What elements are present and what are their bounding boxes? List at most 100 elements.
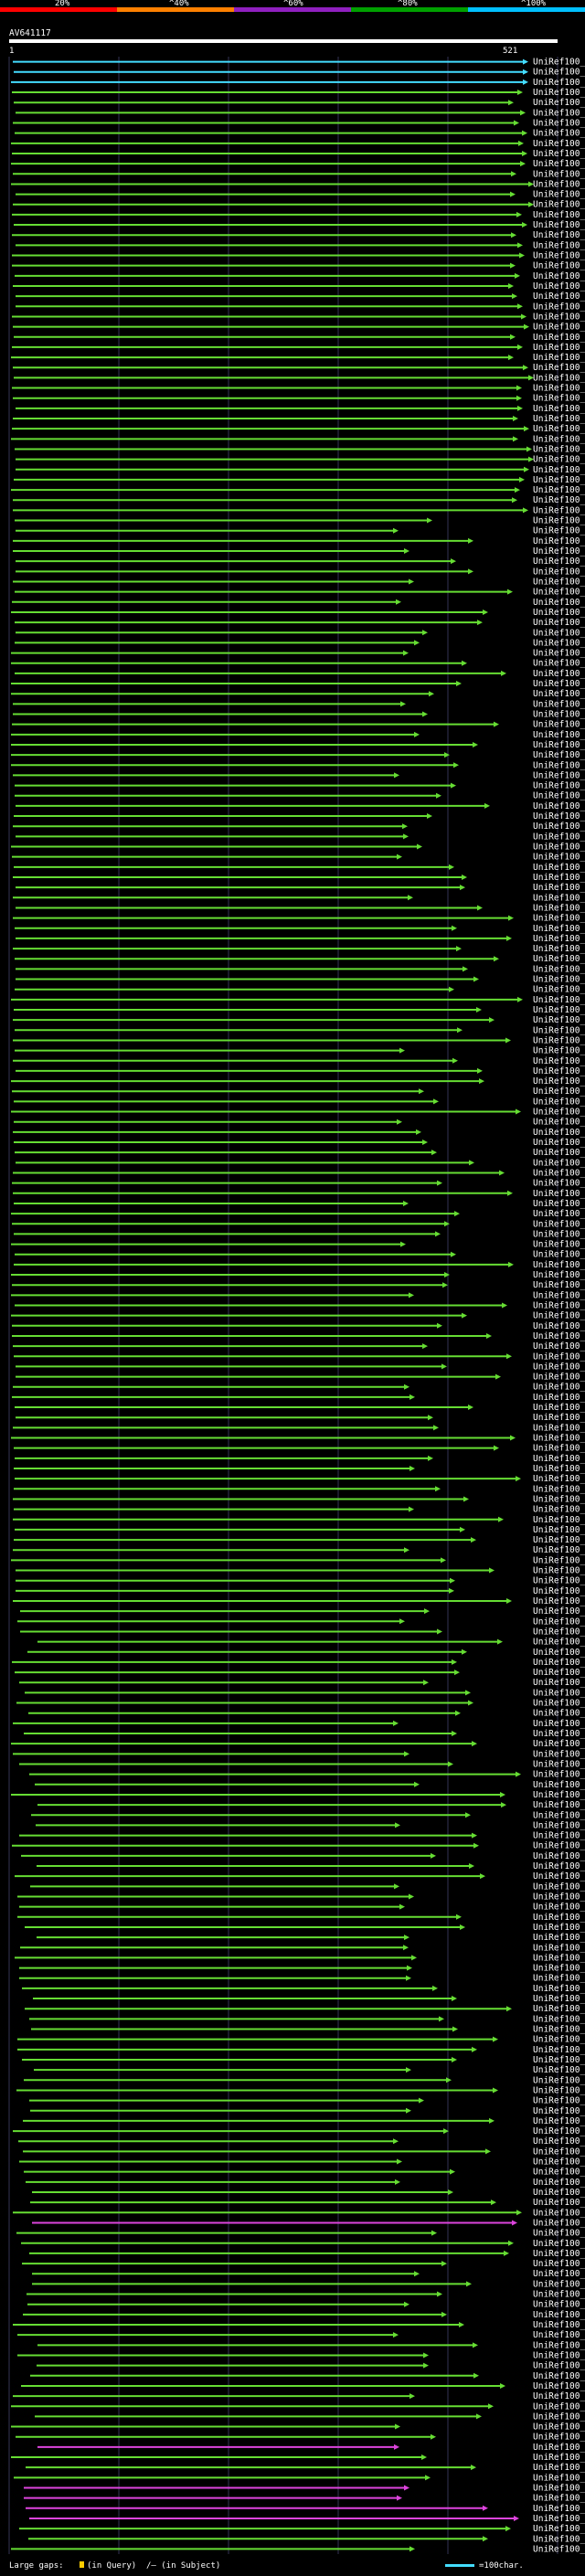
hit-label[interactable]: UniRef100_UP1000... xyxy=(533,2453,585,2463)
hit-row[interactable]: UniRef100_A6DVZ9 xyxy=(24,1729,585,1739)
hit-row[interactable]: UniRef100_A1CQ20 xyxy=(20,1943,585,1953)
hit-row[interactable]: UniRef100_B6AB39 xyxy=(16,2085,585,2095)
hit-label[interactable]: UniRef100_P41129 xyxy=(533,353,585,363)
hit-label[interactable]: UniRef100_Q96L28 xyxy=(533,1617,585,1627)
hit-label[interactable]: UniRef100_B6T5F2 xyxy=(533,373,585,383)
hit-label[interactable]: UniRef100_C1GT84 xyxy=(533,1759,585,1769)
hit-row[interactable]: UniRef100_A7S405 xyxy=(15,516,585,526)
hit-row[interactable]: UniRef100_B6HSU5 xyxy=(19,1974,585,1984)
hit-row[interactable]: UniRef100_Q3HRY7 xyxy=(13,281,585,292)
hit-label[interactable]: UniRef100_B5VYR3 xyxy=(533,2361,585,2371)
hit-row[interactable]: UniRef100_Q75709 xyxy=(31,1810,585,1820)
hit-label[interactable]: UniRef100_B0NY29 xyxy=(533,1820,585,1830)
hit-row[interactable]: UniRef100_C5FIT8 xyxy=(28,1709,585,1719)
hit-row[interactable]: UniRef100_B6AE71 xyxy=(11,1108,585,1118)
hit-row[interactable]: UniRef100_UP1000... xyxy=(13,2320,585,2330)
hit-row[interactable]: UniRef100_Q9LWS2 xyxy=(13,414,585,424)
hit-row[interactable]: UniRef100_Q9TU70 xyxy=(15,954,585,964)
hit-row[interactable]: UniRef100_A6BPW8 xyxy=(30,1882,585,1892)
hit-label[interactable]: UniRef100_UP1000... xyxy=(533,526,585,536)
hit-label[interactable]: UniRef100_A6RXT5 xyxy=(533,1933,585,1943)
hit-label[interactable]: UniRef100_UP1000... xyxy=(533,1087,585,1097)
hit-label[interactable]: UniRef100_Q40513 xyxy=(533,78,585,88)
hit-label[interactable]: UniRef100_Q5UA56 xyxy=(533,1056,585,1066)
hit-row[interactable]: UniRef100_A2TJZ1 xyxy=(11,649,585,659)
hit-label[interactable]: UniRef100_A3GIS6 xyxy=(533,1984,585,1994)
hit-label[interactable]: UniRef100_A7PRE6 xyxy=(533,159,585,169)
hit-row[interactable]: UniRef100_UP1000... xyxy=(11,1270,585,1280)
hit-row[interactable]: UniRef100_C5Z173 xyxy=(13,169,585,179)
hit-label[interactable]: UniRef100_Q3SZ07 xyxy=(533,1423,585,1433)
hit-label[interactable]: UniRef100_B7FGS9 xyxy=(533,312,585,322)
hit-row[interactable]: UniRef100_UP1000... xyxy=(15,1148,585,1158)
hit-row[interactable]: UniRef100_P41125 xyxy=(11,1434,585,1444)
hit-label[interactable]: UniRef100_Q6P639 xyxy=(533,1383,585,1393)
hit-row[interactable]: UniRef100_Q9SMT4 xyxy=(13,710,585,720)
hit-label[interactable]: UniRef100_Q4S1B7 xyxy=(533,1158,585,1168)
hit-label[interactable]: UniRef100_Q4GU19 xyxy=(533,822,585,832)
hit-row[interactable]: UniRef100_UP1000... xyxy=(14,1535,585,1545)
hit-row[interactable]: UniRef100_Q6FL18 xyxy=(27,2300,585,2310)
hit-row[interactable]: UniRef100_A7TL98 xyxy=(21,2381,585,2391)
hit-row[interactable]: UniRef100_P46122 xyxy=(13,2391,585,2401)
hit-row[interactable]: UniRef100_UP1000... xyxy=(13,893,585,903)
hit-label[interactable]: UniRef100_A9RPU7 xyxy=(533,98,585,108)
hit-row[interactable]: UniRef100_Q6L6T9 xyxy=(16,1066,585,1076)
hit-row[interactable]: UniRef100_UP1000... xyxy=(20,1606,585,1617)
hit-label[interactable]: UniRef100_A7EC56 xyxy=(533,2004,585,2014)
hit-label[interactable]: UniRef100_Q5I3I0 xyxy=(533,1240,585,1250)
hit-row[interactable]: UniRef100_C5TL61 xyxy=(12,424,585,434)
hit-row[interactable]: UniRef100_Q2GNF8 xyxy=(12,598,585,608)
hit-label[interactable]: UniRef100_C3KI15 xyxy=(533,1097,585,1107)
hit-row[interactable]: UniRef100_A9U376 xyxy=(16,108,585,118)
hit-row[interactable]: UniRef100_UP1000... xyxy=(17,1892,585,1902)
hit-row[interactable]: UniRef100_B3RIP5 xyxy=(11,1076,585,1087)
hit-row[interactable]: UniRef100_UP1000... xyxy=(12,1393,585,1403)
hit-row[interactable]: UniRef100_Q0CU95 xyxy=(32,2188,585,2198)
hit-row[interactable]: UniRef100_A6RDK0 xyxy=(35,1780,585,1790)
hit-label[interactable]: UniRef100_C7BVN3 xyxy=(533,1168,585,1178)
hit-label[interactable]: UniRef100_Q9LWS2 xyxy=(533,414,585,424)
hit-label[interactable]: UniRef100_P91128 xyxy=(533,1586,585,1596)
hit-row[interactable]: UniRef100_C6V2I0 xyxy=(15,1046,585,1056)
hit-label[interactable]: UniRef100_Q5TTN2 xyxy=(533,2126,585,2136)
hit-row[interactable]: UniRef100_UP1000... xyxy=(16,832,585,842)
hit-row[interactable]: UniRef100_B6T5F2 xyxy=(14,373,585,383)
hit-label[interactable]: UniRef100_Q6GE52 xyxy=(533,1719,585,1729)
hit-label[interactable]: UniRef100_C5KUF6 xyxy=(533,964,585,974)
hit-row[interactable]: UniRef100_A3GIS6 xyxy=(22,1984,585,1994)
hit-label[interactable]: UniRef100_B7FDW4 xyxy=(533,2014,585,2024)
hit-label[interactable]: UniRef100_C5YYY9 xyxy=(533,230,585,240)
hit-label[interactable]: UniRef100_Q6L6T9 xyxy=(533,1066,585,1076)
hit-label[interactable]: UniRef100_A1CQ20 xyxy=(533,1943,585,1953)
hit-label[interactable]: UniRef100_C4JM49 xyxy=(533,1923,585,1933)
hit-row[interactable]: UniRef100_A2IA72 xyxy=(15,1871,585,1882)
hit-label[interactable]: UniRef100_B6AE71 xyxy=(533,1108,585,1118)
hit-label[interactable]: UniRef100_C5KCB2 xyxy=(533,1035,585,1045)
hit-label[interactable]: UniRef100_B9QP66 xyxy=(533,1484,585,1494)
hit-row[interactable]: UniRef100_Q8BBQ1 xyxy=(14,1118,585,1128)
hit-row[interactable]: UniRef100_A5S995 xyxy=(13,119,585,129)
hit-row[interactable]: UniRef100_A5C891 xyxy=(12,149,585,159)
hit-label[interactable]: UniRef100_Q6DJN5 xyxy=(533,1403,585,1413)
hit-row[interactable]: UniRef100_UP1000... xyxy=(12,1280,585,1290)
hit-row[interactable]: UniRef100_A6RSZ2 xyxy=(19,1831,585,1841)
hit-label[interactable]: UniRef100_Q6CEU6 xyxy=(533,1699,585,1709)
hit-row[interactable]: UniRef100_A6VGW3 xyxy=(25,1688,585,1698)
hit-label[interactable]: UniRef100_C1H6Z9 xyxy=(533,1964,585,1974)
hit-row[interactable]: UniRef100_Q6DJN5 xyxy=(15,1403,585,1413)
hit-label[interactable]: UniRef100_C4WU19 xyxy=(533,985,585,995)
hit-row[interactable]: UniRef100_B9SG43 xyxy=(14,863,585,873)
hit-label[interactable]: UniRef100_UP1000... xyxy=(533,2412,585,2422)
hit-row[interactable]: UniRef100_Q6EE90 xyxy=(19,1903,585,1913)
hit-label[interactable]: UniRef100_Q4X0B5 xyxy=(533,2534,585,2544)
hit-row[interactable]: UniRef100_Q87MH0 xyxy=(13,2208,585,2218)
hit-row[interactable]: UniRef100_B4P9F1 xyxy=(15,781,585,791)
hit-row[interactable]: UniRef100_B5DDZ9 xyxy=(13,1128,585,1138)
hit-row[interactable]: UniRef100_C3KI15 xyxy=(14,1097,585,1107)
hit-label[interactable]: UniRef100_UP1000... xyxy=(533,1596,585,1606)
hit-label[interactable]: UniRef100_UP1000... xyxy=(533,893,585,903)
hit-label[interactable]: UniRef100_C1EQD8 xyxy=(533,618,585,628)
hit-label[interactable]: UniRef100_A9NTR4 xyxy=(533,495,585,505)
hit-row[interactable]: UniRef100_UP1000... xyxy=(12,1331,585,1341)
